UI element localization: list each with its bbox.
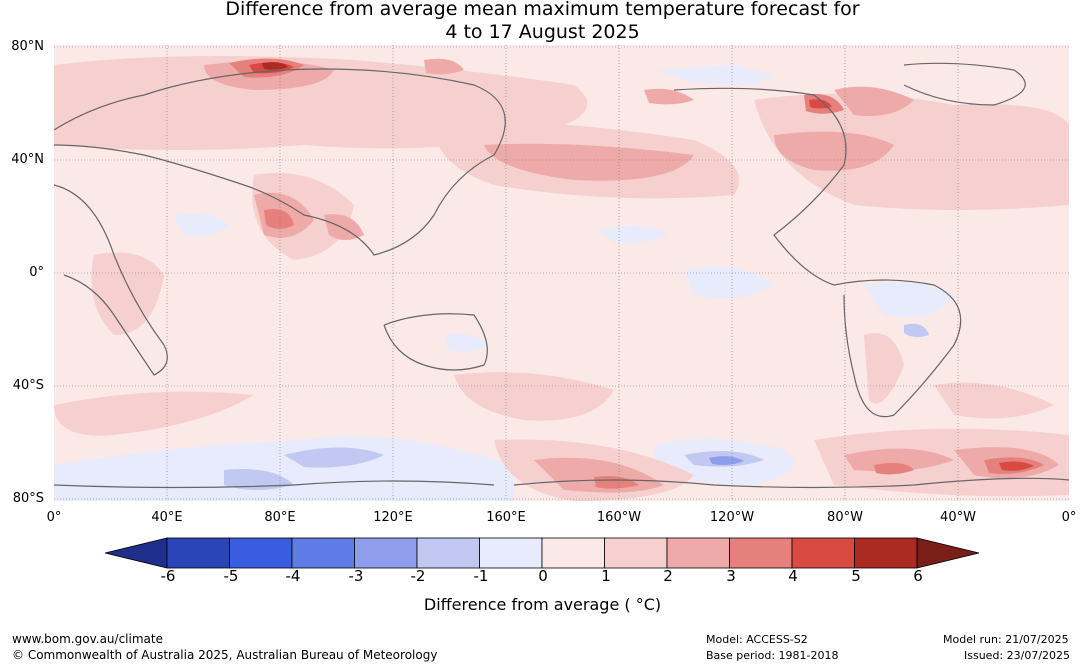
colorbar-tick-minus2: -2 <box>410 567 426 585</box>
colorbar-tick-2: 2 <box>663 567 673 585</box>
colorbar-cell <box>666 537 730 569</box>
warm-anomaly-regions-2 <box>204 58 1059 493</box>
colorbar-cell <box>291 537 355 569</box>
colorbar-tick-minus1: -1 <box>473 567 489 585</box>
colorbar-tick-6: 6 <box>913 567 923 585</box>
footer-base-period: Base period: 1981-2018 <box>706 649 839 662</box>
colorbar-tick-minus4: -4 <box>285 567 301 585</box>
lon-label-0-right: 0° <box>1061 510 1077 525</box>
lon-label-160e: 160°E <box>486 510 526 525</box>
footer-issued: Issued: 23/07/2025 <box>964 649 1071 662</box>
colorbar-cell <box>791 537 855 569</box>
colorbar-tick-4: 4 <box>788 567 798 585</box>
colorbar-tick-1: 1 <box>601 567 611 585</box>
colorbar-tick-3: 3 <box>726 567 736 585</box>
lon-label-80e: 80°E <box>264 510 296 525</box>
lon-label-0-left: 0° <box>46 510 62 525</box>
map-title-line2: 4 to 17 August 2025 <box>445 21 640 43</box>
colorbar-cell <box>541 537 605 569</box>
colorbar-cell <box>604 537 668 569</box>
lon-label-40w: 40°W <box>940 510 976 525</box>
colorbar-cell <box>166 537 230 569</box>
map-title-line1: Difference from average mean maximum tem… <box>225 0 860 20</box>
colorbar-tick-minus6: -6 <box>160 567 176 585</box>
lat-label-80s: 80°S <box>12 491 44 506</box>
colorbar-cell <box>479 537 543 569</box>
colorbar-cell <box>416 537 480 569</box>
footer-model-run: Model run: 21/07/2025 <box>943 633 1069 646</box>
footer-model: Model: ACCESS-S2 <box>706 633 808 646</box>
lat-label-80n: 80°N <box>11 39 44 54</box>
colorbar-label: Difference from average ( °C) <box>423 595 662 614</box>
lon-label-80w: 80°W <box>827 510 863 525</box>
lat-label-equator: 0° <box>29 265 44 280</box>
lon-label-40e: 40°E <box>151 510 183 525</box>
colorbar-extend-low <box>105 537 168 569</box>
lon-label-120e: 120°E <box>373 510 413 525</box>
temperature-anomaly-map <box>54 45 1069 501</box>
footer-copyright: © Commonwealth of Australia 2025, Austra… <box>12 648 438 662</box>
colorbar-cell <box>354 537 418 569</box>
colorbar-tick-minus5: -5 <box>223 567 239 585</box>
footer-website: www.bom.gov.au/climate <box>12 632 163 646</box>
colorbar-cell <box>854 537 918 569</box>
lon-label-120w: 120°W <box>709 510 755 525</box>
coastlines <box>54 62 1069 489</box>
cool-anomaly-regions-3 <box>709 456 744 465</box>
colorbar-tick-0: 0 <box>538 567 548 585</box>
graticule <box>54 45 1069 501</box>
colorbar-tick-minus3: -3 <box>348 567 364 585</box>
colorbar <box>105 537 980 569</box>
colorbar-cell <box>729 537 793 569</box>
lat-label-40s: 40°S <box>12 378 44 393</box>
colorbar-tick-5: 5 <box>851 567 861 585</box>
lon-label-160w: 160°W <box>596 510 642 525</box>
colorbar-cell <box>229 537 293 569</box>
lat-label-40n: 40°N <box>11 152 44 167</box>
warm-anomaly-regions-5 <box>262 62 288 70</box>
colorbar-extend-high <box>916 537 980 569</box>
